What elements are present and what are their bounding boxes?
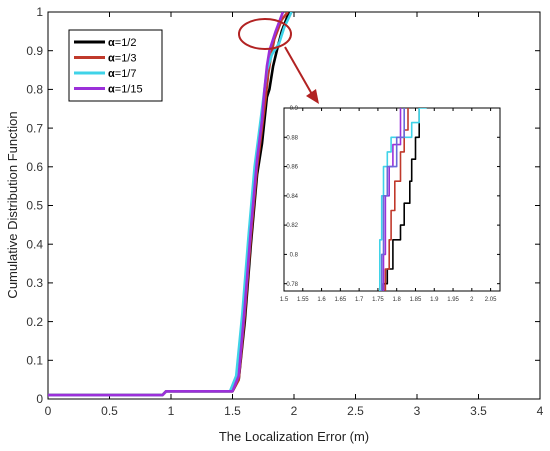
x-tick-label: 2.05 [485,297,497,303]
legend-items: α=1/2α=1/3α=1/7α=1/15 [74,37,143,96]
y-tick-label: 0.9 [26,44,43,58]
main-series-group [48,12,293,397]
legend-alpha-symbol: α [108,37,115,49]
inset-plot-area [283,107,501,292]
x-tick-label: 1.8 [393,297,402,303]
x-tick-label: 1.65 [335,297,347,303]
x-tick-label: 1.6 [317,297,326,303]
x-tick-label: 1 [168,404,175,418]
y-tick-label: 0 [36,392,43,406]
x-tick-label: 2.5 [347,404,364,418]
series-line-2 [379,108,427,291]
legend-label-2: α=1/7 [108,68,136,80]
legend-value: =1/3 [115,53,137,65]
y-tick-label: 0.8 [290,253,299,259]
y-tick-label: 0.9 [290,106,299,112]
y-tick-label: 1 [36,5,43,19]
y-tick-label: 0.88 [286,135,298,141]
y-tick-label: 0.6 [26,160,43,174]
x-tick-label: 4 [537,404,544,418]
x-tick-label: 2 [470,297,474,303]
y-tick-label: 0.86 [286,165,298,171]
y-tick-label: 0.8 [26,83,43,97]
y-tick-label: 0.78 [286,282,298,288]
y-tick-label: 0.84 [286,194,298,200]
legend-label-1: α=1/3 [108,53,136,65]
series-line-3 [48,12,285,397]
main-axis-ticks: 0 0.5 1 1.5 2 2.5 3 3.5 4 0 0.1 0.2 0.3 0.4 0.5 0.6 0.7 0… [26,5,543,418]
zoom-arrow-head [306,89,319,104]
x-tick-label: 1.55 [297,297,309,303]
legend-label-3: α=1/15 [108,84,143,96]
y-tick-label: 0.4 [26,237,43,251]
legend-value: =1/15 [115,84,143,96]
legend: α=1/2α=1/3α=1/7α=1/15 [68,29,163,102]
y-tick-label: 0.82 [286,223,298,229]
x-tick-label: 1.85 [410,297,422,303]
x-tick-label: 2 [291,404,298,418]
legend-label-0: α=1/2 [108,37,136,49]
x-tick-label: 3.5 [470,404,487,418]
legend-value: =1/7 [115,68,137,80]
zoom-arrow-line [284,46,314,97]
inset-series-group [379,108,427,291]
x-tick-label: 1.5 [224,404,241,418]
legend-alpha-symbol: α [108,84,115,96]
legend-alpha-symbol: α [108,68,115,80]
zoom-ellipse [238,18,292,50]
series-line-0 [382,108,420,291]
legend-alpha-symbol: α [108,53,115,65]
x-tick-label: 1.75 [372,297,384,303]
x-tick-label: 1.5 [280,297,289,303]
y-axis-label: Cumulative Distribution Function [5,111,20,298]
x-tick-label: 1.7 [355,297,364,303]
x-axis-label: The Localization Error (m) [219,429,369,444]
x-tick-label: 3 [414,404,421,418]
inset-axis-ticks: 1.5 1.55 1.6 1.65 1.7 1.75 1.8 1.85 1.9 1.95 2 2.05… [280,106,500,303]
y-tick-label: 0.5 [26,199,43,213]
x-tick-label: 1.9 [430,297,439,303]
y-tick-label: 0.2 [26,315,43,329]
y-tick-label: 0.1 [26,354,43,368]
y-tick-label: 0.3 [26,276,43,290]
x-tick-label: 0 [45,404,52,418]
x-tick-label: 0.5 [101,404,118,418]
legend-value: =1/2 [115,37,137,49]
y-tick-label: 0.7 [26,121,43,135]
series-line-4 [380,108,405,291]
x-tick-label: 1.95 [447,297,459,303]
